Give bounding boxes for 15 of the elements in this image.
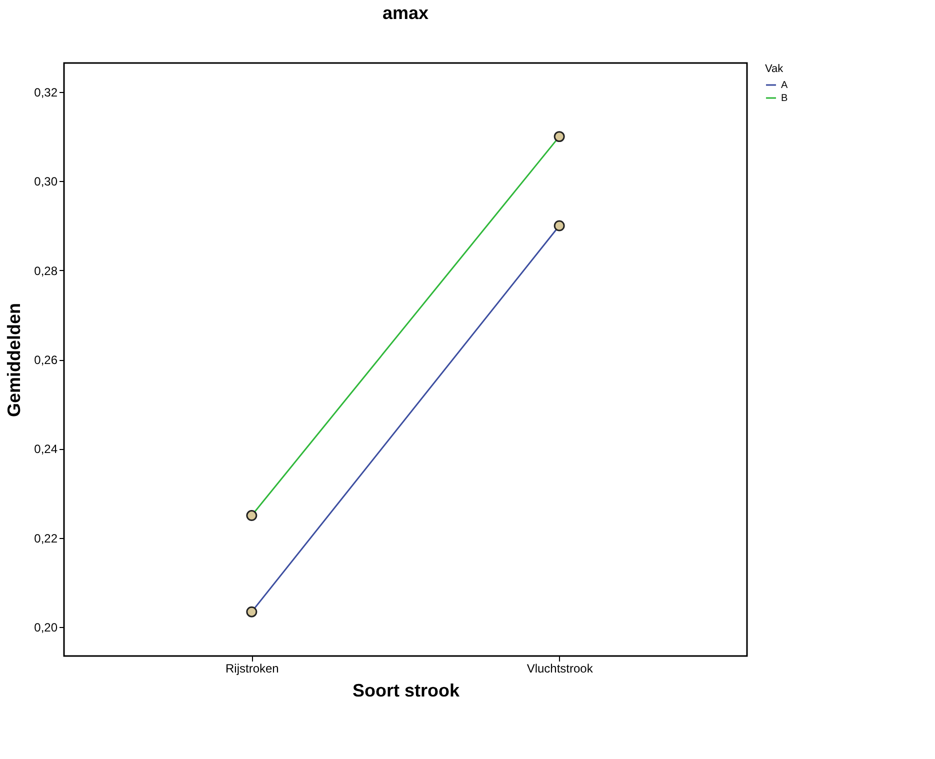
y-tick-label: 0,20 (34, 620, 58, 635)
y-tick-label: 0,30 (34, 174, 58, 189)
x-axis-title: Soort strook (352, 680, 460, 700)
y-tick-label: 0,24 (34, 442, 58, 456)
y-axis-title: Gemiddelden (4, 302, 24, 418)
x-tick-label: Rijstroken (225, 662, 279, 676)
legend-label: A (781, 80, 788, 91)
y-tick-label: 0,22 (34, 531, 58, 546)
legend-title: Vak (765, 63, 784, 75)
y-tick-label: 0,32 (34, 85, 58, 100)
y-tick-label: 0,28 (34, 264, 58, 278)
y-tick-label: 0,26 (34, 353, 58, 367)
chart-title: amax (382, 3, 429, 23)
legend-label: B (781, 93, 788, 104)
x-tick-label: Vluchtstrook (526, 662, 594, 676)
